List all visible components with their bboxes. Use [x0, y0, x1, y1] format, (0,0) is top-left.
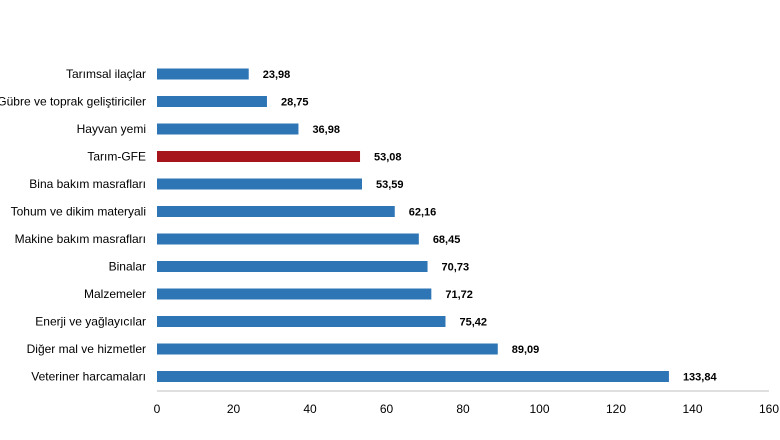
category-label: Binalar [109, 260, 146, 274]
value-label: 53,08 [374, 152, 402, 164]
category-label: Bina bakım masrafları [29, 177, 146, 191]
category-label: Diğer mal ve hizmetler [27, 342, 146, 356]
category-label: Tarımsal ilaçlar [66, 67, 146, 81]
category-label: Veteriner harcamaları [31, 370, 146, 384]
value-label: 89,09 [512, 344, 540, 356]
bar-0 [157, 68, 249, 80]
category-label: Tohum ve dikim materyali [11, 205, 146, 219]
bar-8 [157, 288, 432, 300]
bars-layer [157, 68, 669, 382]
category-label: Enerji ve yağlayıcılar [35, 315, 146, 329]
bar-11 [157, 371, 669, 382]
value-label: 70,73 [442, 262, 470, 274]
x-tick-label: 20 [227, 402, 241, 416]
value-label: 28,75 [281, 97, 309, 109]
value-label: 53,59 [376, 179, 404, 191]
value-label: 71,72 [445, 289, 473, 301]
value-label: 23,98 [263, 69, 291, 81]
bar-6 [157, 233, 419, 245]
bar-10 [157, 343, 498, 355]
category-label: Hayvan yemi [77, 122, 146, 136]
x-tick-label: 140 [682, 402, 702, 416]
category-labels: Tarımsal ilaçlar Gübre ve toprak geliştir… [0, 67, 146, 384]
category-label: Tarım-GFE [87, 150, 146, 164]
category-label: Malzemeler [84, 287, 146, 301]
bar-7 [157, 261, 428, 272]
value-labels: 23,98 28,75 36,98 53,08 53,59 62,16 68,45 70,73… [263, 69, 718, 384]
value-label: 133,84 [683, 372, 718, 384]
value-label: 36,98 [312, 124, 340, 136]
x-tick-label: 60 [380, 402, 394, 416]
x-tick-label: 120 [606, 402, 626, 416]
x-tick-label: 100 [529, 402, 549, 416]
category-label: Gübre ve toprak geliştiriciler [0, 95, 146, 109]
bar-9 [157, 316, 446, 327]
value-label: 75,42 [459, 317, 487, 329]
x-tick-label: 160 [759, 402, 779, 416]
value-label: 68,45 [433, 234, 461, 246]
bar-2 [157, 123, 299, 135]
bar-1 [157, 96, 267, 107]
x-tick-label: 80 [456, 402, 470, 416]
x-axis-ticks: 0 20 40 60 80 100 120 140 160 [154, 402, 780, 416]
x-tick-label: 40 [303, 402, 317, 416]
category-label: Makine bakım masrafları [15, 232, 146, 246]
bar-3 [157, 151, 361, 162]
x-tick-label: 0 [154, 402, 161, 416]
bar-5 [157, 206, 395, 217]
bar-4 [157, 178, 362, 190]
value-label: 62,16 [409, 207, 437, 219]
